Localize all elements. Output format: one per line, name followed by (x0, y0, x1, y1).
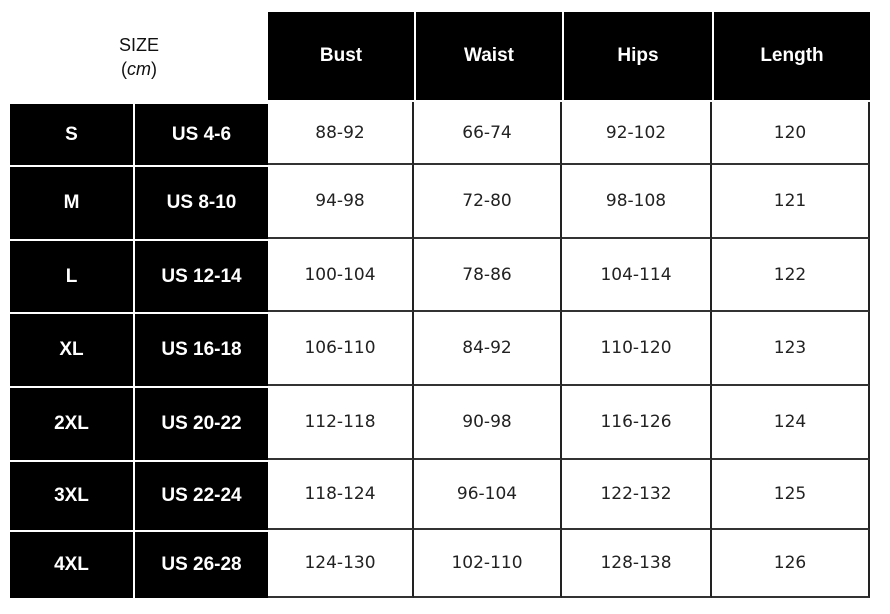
us-size-label: US 26-28 (135, 532, 268, 598)
size-label: 2XL (10, 388, 133, 460)
measurement-cell: 88-92 (268, 102, 414, 165)
measurement-cell: 78-86 (414, 239, 562, 312)
us-size-label: US 8-10 (135, 167, 268, 239)
measurement-cell: 128-138 (562, 530, 712, 598)
size-unit: (cm) (121, 59, 157, 79)
us-size-label: US 16-18 (135, 314, 268, 386)
size-label: 4XL (10, 532, 133, 598)
measurement-cell: 104-114 (562, 239, 712, 312)
column-header-bust: Bust (268, 12, 414, 100)
size-label: L (10, 241, 133, 312)
us-size-label: US 4-6 (135, 104, 268, 165)
measurement-cell: 120 (712, 102, 870, 165)
measurement-cell: 122 (712, 239, 870, 312)
measurement-cell: 90-98 (414, 386, 562, 460)
size-header: SIZE (cm) (10, 12, 268, 102)
measurement-cell: 100-104 (268, 239, 414, 312)
measurement-cell: 124 (712, 386, 870, 460)
measurement-cell: 84-92 (414, 312, 562, 386)
measurement-cell: 125 (712, 460, 870, 530)
size-label: XL (10, 314, 133, 386)
column-header-waist: Waist (416, 12, 562, 100)
size-label: 3XL (10, 462, 133, 530)
us-size-label: US 20-22 (135, 388, 268, 460)
size-label: M (10, 167, 133, 239)
measurement-cell: 126 (712, 530, 870, 598)
measurement-cell: 94-98 (268, 165, 414, 239)
measurement-cell: 122-132 (562, 460, 712, 530)
column-header-hips: Hips (564, 12, 712, 100)
measurement-cell: 92-102 (562, 102, 712, 165)
measurement-cell: 112-118 (268, 386, 414, 460)
measurement-cell: 102-110 (414, 530, 562, 598)
size-label: S (10, 104, 133, 165)
measurement-cell: 66-74 (414, 102, 562, 165)
size-title: SIZE (118, 35, 159, 55)
measurement-cell: 121 (712, 165, 870, 239)
measurement-cell: 106-110 (268, 312, 414, 386)
measurement-cell: 110-120 (562, 312, 712, 386)
measurement-cell: 118-124 (268, 460, 414, 530)
measurement-cell: 116-126 (562, 386, 712, 460)
column-header-length: Length (714, 12, 870, 100)
measurement-cell: 72-80 (414, 165, 562, 239)
us-size-label: US 22-24 (135, 462, 268, 530)
measurement-cell: 96-104 (414, 460, 562, 530)
us-size-label: US 12-14 (135, 241, 268, 312)
measurement-cell: 124-130 (268, 530, 414, 598)
measurement-cell: 98-108 (562, 165, 712, 239)
measurement-cell: 123 (712, 312, 870, 386)
